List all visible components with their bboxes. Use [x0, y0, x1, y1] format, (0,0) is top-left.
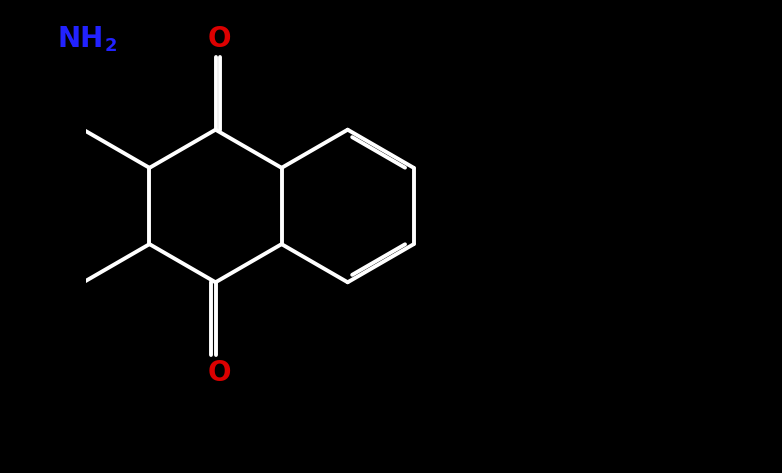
- Text: O: O: [207, 359, 231, 386]
- Text: NH: NH: [57, 25, 103, 53]
- Text: 2: 2: [105, 37, 117, 55]
- Text: O: O: [207, 26, 231, 53]
